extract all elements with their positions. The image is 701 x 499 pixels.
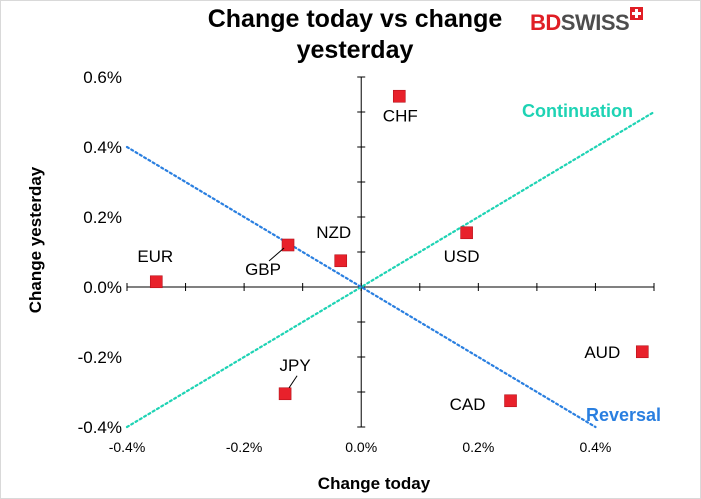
logo-text-swiss: SWISS <box>560 10 630 35</box>
y-tick-label: 0.6% <box>83 68 122 87</box>
continuation-label: Continuation <box>522 101 633 121</box>
aud-label: AUD <box>584 343 620 362</box>
nzd-label: NZD <box>316 223 351 242</box>
usd-marker <box>460 226 473 240</box>
x-tick-label: 0.2% <box>462 439 494 455</box>
x-axis-label: Change today <box>317 474 431 493</box>
chf-marker <box>392 89 406 103</box>
y-tick-label: -0.2% <box>78 348 122 367</box>
x-tick-label: -0.2% <box>226 439 263 455</box>
continuation-line <box>125 110 656 429</box>
usd-label: USD <box>444 247 480 266</box>
cad-marker <box>504 394 517 408</box>
gbp-marker <box>281 238 295 252</box>
chart-title: Change today vs change yesterday <box>207 5 503 64</box>
y-tick-label: -0.4% <box>78 418 122 437</box>
reversal-line <box>125 145 597 429</box>
jpy-leader-line <box>288 375 298 389</box>
y-tick-label: 0.2% <box>83 208 122 227</box>
swiss-cross-icon <box>630 7 644 20</box>
gbp-label: GBP <box>245 260 281 279</box>
y-tick-label: 0.4% <box>83 138 122 157</box>
jpy-marker <box>278 387 292 401</box>
aud-marker <box>635 345 649 359</box>
x-tick-label: -0.4% <box>109 439 146 455</box>
nzd-marker <box>334 254 348 268</box>
y-tick-label: 0.0% <box>83 278 122 297</box>
x-tick-label: 0.4% <box>579 439 611 455</box>
eur-marker <box>149 275 163 289</box>
cad-label: CAD <box>450 395 486 414</box>
jpy-label: JPY <box>280 356 311 375</box>
chf-label: CHF <box>383 106 418 125</box>
x-tick-label: 0.0% <box>345 439 377 455</box>
reversal-label: Reversal <box>586 405 661 425</box>
bdswiss-logo: BDSWISS <box>530 7 644 36</box>
gbp-leader-line <box>268 247 285 262</box>
eur-label: EUR <box>137 247 173 266</box>
logo-text-bd: BD <box>530 10 561 35</box>
